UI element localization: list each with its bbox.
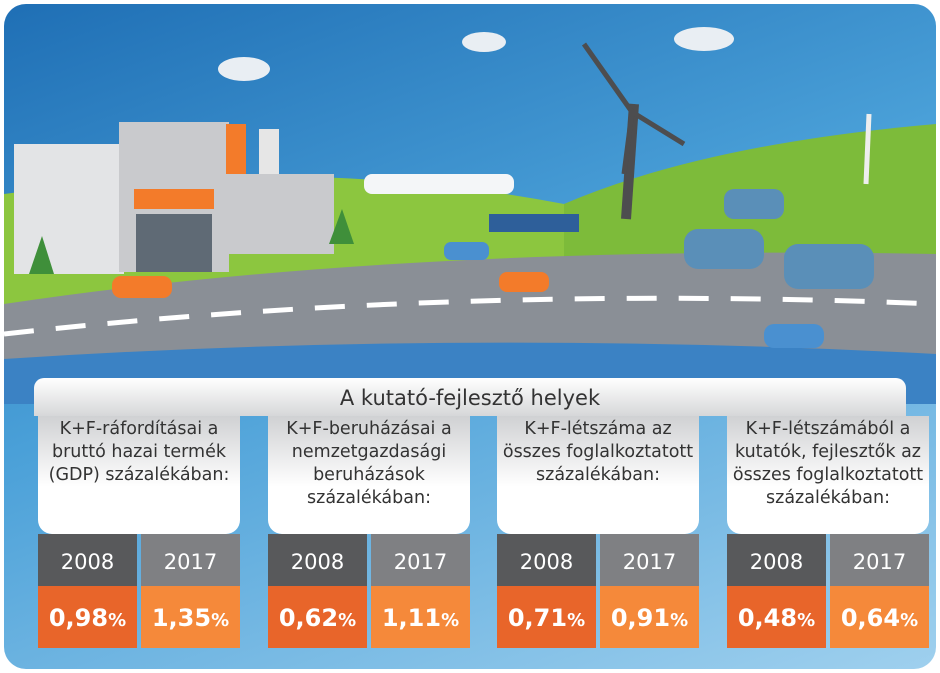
year: 2017 [830,534,929,586]
value-row: 0,62% 1,11% [268,586,470,648]
year-row: 2008 2017 [38,534,240,586]
stat-panel: K+F-létszáma az összes foglalkoztatott s… [497,416,699,648]
value-cell: 0,98% [38,586,137,648]
value: 0,62 [278,604,339,632]
unit: % [900,610,919,631]
value-cell: 0,71% [497,586,596,648]
year: 2008 [727,534,826,586]
panel-label: K+F-létszámából a kutatók, fejlesztők az… [727,416,929,534]
infographic: A kutató-fejlesztő helyek K+F-ráfordítás… [4,4,936,669]
value: 0,48 [737,604,798,632]
unit: % [670,610,689,631]
unit: % [338,610,357,631]
unit: % [211,610,230,631]
value-cell: 0,48% [727,586,826,648]
value-cell: 0,62% [268,586,367,648]
year: 2008 [38,534,137,586]
value-row: 0,48% 0,64% [727,586,929,648]
year: 2017 [600,534,699,586]
value: 0,91 [610,604,671,632]
year-row: 2008 2017 [268,534,470,586]
illustration [4,27,936,404]
unit: % [108,610,127,631]
year: 2017 [371,534,470,586]
value-cell: 0,64% [830,586,929,648]
panel-label: K+F-létszáma az összes foglalkoztatott s… [497,416,699,534]
unit: % [567,610,586,631]
value: 0,98 [48,604,109,632]
value: 1,35 [151,604,212,632]
stat-panel: K+F-ráfordításai a bruttó hazai termék (… [38,416,240,648]
value: 1,11 [381,604,442,632]
value: 0,71 [507,604,568,632]
stat-panel: K+F-beruházásai a nemzetgazdasági beruhá… [268,416,470,648]
unit: % [797,610,816,631]
value-cell: 1,35% [141,586,240,648]
panel-label: K+F-ráfordításai a bruttó hazai termék (… [38,416,240,534]
title: A kutató-fejlesztő helyek [34,378,906,416]
value-row: 0,98% 1,35% [38,586,240,648]
year: 2008 [268,534,367,586]
year: 2017 [141,534,240,586]
value-cell: 1,11% [371,586,470,648]
stat-panel: K+F-létszámából a kutatók, fejlesztők az… [727,416,929,648]
year-row: 2008 2017 [727,534,929,586]
year: 2008 [497,534,596,586]
value-row: 0,71% 0,91% [497,586,699,648]
value-cell: 0,91% [600,586,699,648]
unit: % [441,610,460,631]
panel-label: K+F-beruházásai a nemzetgazdasági beruhá… [268,416,470,534]
value: 0,64 [840,604,901,632]
year-row: 2008 2017 [497,534,699,586]
